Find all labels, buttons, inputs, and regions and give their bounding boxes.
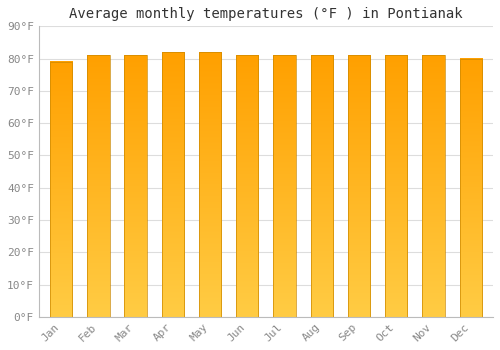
Bar xyxy=(310,55,333,317)
Title: Average monthly temperatures (°F ) in Pontianak: Average monthly temperatures (°F ) in Po… xyxy=(69,7,462,21)
Bar xyxy=(422,55,444,317)
Bar xyxy=(50,62,72,317)
Bar xyxy=(87,55,110,317)
Bar xyxy=(274,55,295,317)
Bar xyxy=(162,52,184,317)
Bar xyxy=(199,52,222,317)
Bar xyxy=(385,55,407,317)
Bar xyxy=(460,58,482,317)
Bar xyxy=(236,55,258,317)
Bar xyxy=(348,55,370,317)
Bar xyxy=(124,55,147,317)
